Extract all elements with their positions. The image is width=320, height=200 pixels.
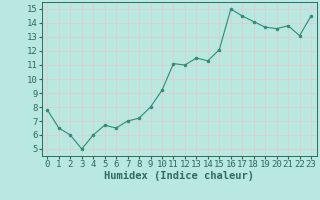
X-axis label: Humidex (Indice chaleur): Humidex (Indice chaleur) bbox=[104, 171, 254, 181]
